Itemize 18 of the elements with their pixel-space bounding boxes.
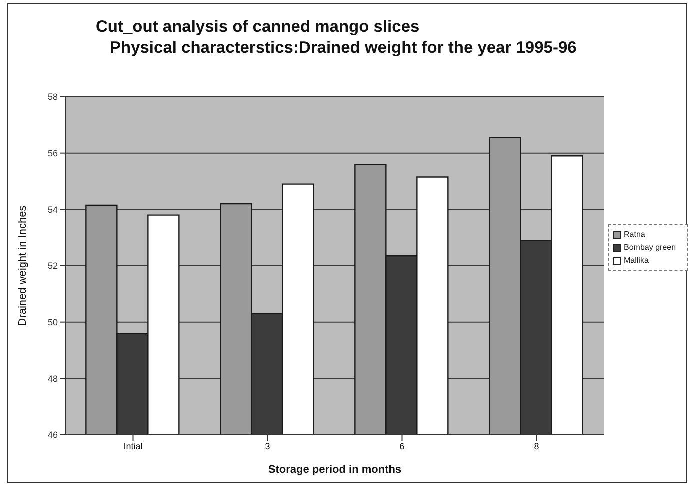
y-tick-label: 58	[48, 92, 58, 102]
y-tick-label: 50	[48, 318, 58, 328]
x-axis-title: Storage period in months	[268, 464, 402, 476]
legend-label: Mallika	[624, 255, 649, 267]
chart-title: Cut_out analysis of canned mango slices	[96, 18, 420, 37]
y-axis-title: Drained weight in Inches	[16, 205, 29, 326]
y-tick-label: 56	[48, 148, 58, 159]
legend-label: Ratna	[624, 229, 646, 241]
y-tick-label: 52	[48, 261, 58, 272]
x-tick-label: 3	[265, 441, 270, 452]
chart-subtitle: Physical characterstics:Drained weight for the year 1995-96	[110, 39, 577, 58]
y-tick-label: 54	[48, 204, 58, 215]
x-tick-label: 6	[400, 441, 405, 452]
y-tick-label: 46	[48, 430, 58, 440]
x-tick-label: 8	[534, 441, 540, 452]
legend-label: Bombay green	[624, 242, 676, 254]
y-tick-label: 48	[48, 374, 58, 384]
x-tick-label: Intial	[124, 441, 143, 452]
